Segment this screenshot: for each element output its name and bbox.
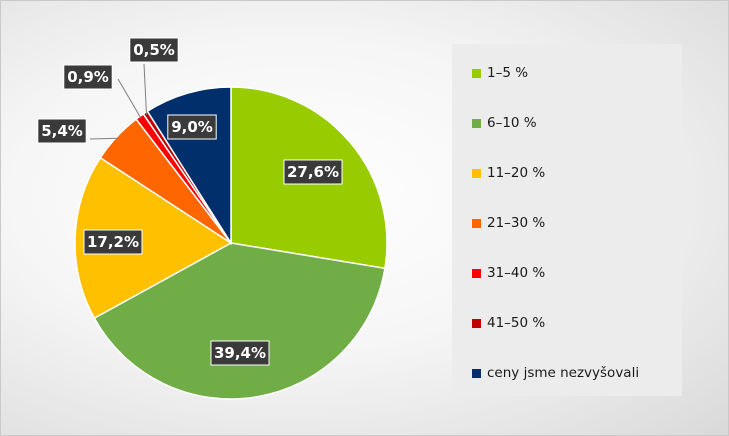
- data-label: 0,5%: [129, 37, 179, 63]
- legend-swatch: [472, 318, 481, 328]
- legend-label: 6–10 %: [487, 115, 537, 131]
- data-label-box: [129, 37, 179, 63]
- data-label-text: 17,2%: [87, 233, 139, 251]
- data-label-box: [167, 114, 217, 140]
- data-label-box: [283, 159, 343, 185]
- legend-item-no-increase: ceny jsme nezvyšovali: [472, 363, 639, 383]
- pie-slice: [74, 156, 233, 320]
- leader-line: [143, 63, 147, 115]
- legend-label: 1–5 %: [487, 65, 529, 81]
- data-label-text: 0,5%: [133, 41, 175, 59]
- data-label: 0,9%: [63, 64, 113, 90]
- legend-item-41-50: 41–50 %: [472, 313, 545, 333]
- legend-item-31-40: 31–40 %: [472, 263, 545, 283]
- legend-label: 31–40 %: [487, 265, 546, 281]
- legend-label: 41–50 %: [487, 315, 546, 331]
- legend-item-21-30: 21–30 %: [472, 213, 545, 233]
- data-label: 5,4%: [37, 118, 87, 144]
- data-label: 27,6%: [283, 159, 343, 185]
- data-labels: 27,6% 39,4% 17,2% 5,4% 0,9% 0,5% 9,0%: [37, 37, 343, 366]
- legend-label: 11–20 %: [487, 165, 546, 181]
- legend: 1–5 % 6–10 % 11–20 % 21–30 % 31–40 % 41–…: [452, 44, 682, 396]
- data-label-text: 0,9%: [67, 68, 109, 86]
- legend-swatch: [472, 68, 481, 78]
- legend-item-1-5: 1–5 %: [472, 63, 528, 83]
- legend-label: 21–30 %: [487, 215, 546, 231]
- legend-swatch: [472, 168, 481, 178]
- data-label-box: [210, 340, 270, 366]
- data-label-text: 5,4%: [41, 122, 83, 140]
- legend-swatch: [472, 368, 481, 378]
- pie-slice: [93, 242, 386, 400]
- data-label-box: [63, 64, 113, 90]
- legend-swatch: [472, 218, 481, 228]
- leader-line: [117, 78, 142, 119]
- data-label-box: [83, 229, 143, 255]
- legend-swatch: [472, 268, 481, 278]
- data-label-text: 39,4%: [214, 344, 266, 362]
- data-label: 9,0%: [167, 114, 217, 140]
- legend-label: ceny jsme nezvyšovali: [487, 365, 640, 381]
- data-label-text: 9,0%: [171, 118, 213, 136]
- leader-line: [89, 137, 119, 140]
- leader-lines: [89, 63, 147, 140]
- legend-item-11-20: 11–20 %: [472, 163, 545, 183]
- data-label-box: [37, 118, 87, 144]
- legend-swatch: [472, 118, 481, 128]
- data-label: 39,4%: [210, 340, 270, 366]
- data-label-text: 27,6%: [287, 163, 339, 181]
- data-label: 17,2%: [83, 229, 143, 255]
- legend-item-6-10: 6–10 %: [472, 113, 537, 133]
